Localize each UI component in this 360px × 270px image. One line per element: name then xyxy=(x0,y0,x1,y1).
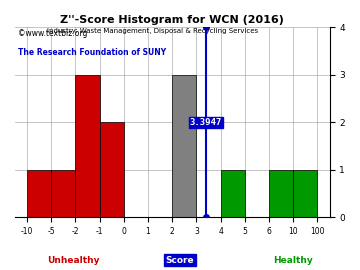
Bar xyxy=(76,75,100,217)
Text: ©www.textbiz.org: ©www.textbiz.org xyxy=(18,29,87,38)
Text: 3.3947: 3.3947 xyxy=(190,118,222,127)
Bar xyxy=(269,170,293,217)
Bar xyxy=(172,75,197,217)
Text: Score: Score xyxy=(166,256,194,265)
Bar xyxy=(293,170,318,217)
Bar xyxy=(221,170,245,217)
Text: Industry: Waste Management, Disposal & Recycling Services: Industry: Waste Management, Disposal & R… xyxy=(47,28,258,34)
Bar xyxy=(27,170,51,217)
Bar xyxy=(51,170,76,217)
Text: Healthy: Healthy xyxy=(274,256,313,265)
Bar xyxy=(100,122,124,217)
Text: Unhealthy: Unhealthy xyxy=(47,256,99,265)
Title: Z''-Score Histogram for WCN (2016): Z''-Score Histogram for WCN (2016) xyxy=(60,15,284,25)
Text: The Research Foundation of SUNY: The Research Foundation of SUNY xyxy=(18,48,166,57)
